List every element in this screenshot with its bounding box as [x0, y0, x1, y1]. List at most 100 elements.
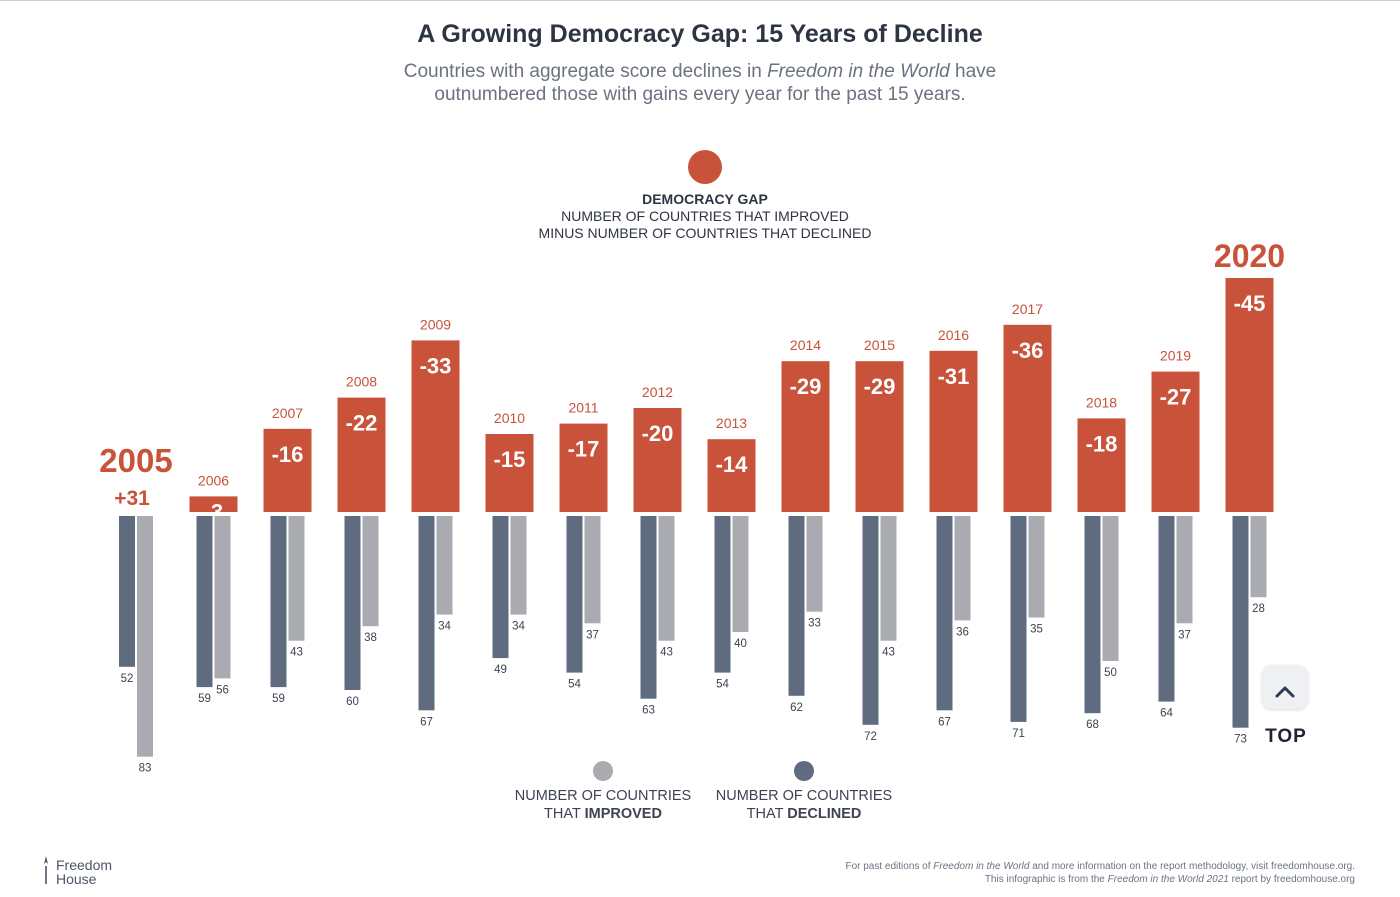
gap-bar	[929, 350, 978, 512]
footer-line-2: This infographic is from the Freedom in …	[655, 873, 1355, 886]
declined-value-label: 60	[346, 696, 359, 708]
legend-declined-line-2: THAT DECLINED	[694, 805, 914, 823]
footer-line-2-post: report by freedomhouse.org	[1228, 874, 1355, 885]
footer-line-1: For past editions of Freedom in the Worl…	[655, 860, 1355, 873]
gap-bar	[1225, 278, 1274, 512]
declined-bar	[566, 516, 583, 673]
improved-value-label: 37	[586, 629, 599, 641]
year-label: 2014	[790, 337, 821, 353]
gap-bar	[707, 439, 756, 512]
gap-value-label: -33	[420, 353, 452, 378]
gap-bar	[337, 397, 386, 512]
gap-bar	[485, 434, 534, 512]
footer-line-1-post: and more information on the report metho…	[1029, 861, 1355, 872]
improved-value-label: 37	[1178, 629, 1191, 641]
year-label: 2012	[642, 384, 673, 400]
declined-value-label: 64	[1160, 708, 1173, 720]
declined-bar	[270, 516, 287, 688]
gap-value-label: -14	[716, 452, 749, 477]
declined-bar	[640, 516, 657, 699]
subtitle-text-pre: Countries with aggregate score declines …	[403, 61, 768, 82]
improved-value-label: 43	[660, 647, 673, 659]
chart-subtitle: Countries with aggregate score declines …	[350, 60, 1050, 106]
legend-declined: NUMBER OF COUNTRIES THAT DECLINED	[694, 787, 914, 823]
improved-bar	[584, 516, 601, 624]
declined-bar	[119, 516, 135, 667]
improved-bar	[806, 516, 823, 612]
gap-value-label: -22	[346, 411, 378, 436]
declined-bar	[492, 516, 509, 659]
declined-legend-marker	[794, 761, 814, 781]
declined-bar	[936, 516, 953, 711]
year-label: 2009	[420, 316, 451, 332]
improved-bar	[362, 516, 379, 627]
footer-line-1-em: Freedom in the World	[933, 861, 1030, 872]
improved-value-label: 36	[956, 626, 969, 638]
gap-value-label: -29	[864, 374, 896, 399]
gap-bar	[1003, 324, 1052, 512]
gap-bar	[1077, 418, 1126, 512]
year-label: 2018	[1086, 394, 1117, 410]
gap-bar	[633, 408, 682, 512]
declined-bar	[1084, 516, 1101, 714]
year-label-highlight: 2020	[1214, 238, 1285, 274]
subtitle-emphasis: Freedom in the World	[767, 61, 950, 82]
improved-value-label: 34	[512, 621, 525, 633]
improved-bar	[658, 516, 675, 641]
improved-value-label: 38	[364, 632, 377, 644]
year-label: 2007	[272, 405, 303, 421]
declined-bar	[1158, 516, 1175, 702]
declined-value-label: 67	[938, 716, 951, 728]
subtitle-text-post: have	[949, 61, 997, 82]
improved-bar	[288, 516, 305, 641]
declined-bar	[1010, 516, 1027, 722]
improved-value-label: 83	[139, 763, 152, 775]
improved-bar	[954, 516, 971, 621]
year-label: 2006	[198, 472, 229, 488]
declined-bar	[1232, 516, 1249, 728]
legend-improved-bold: IMPROVED	[584, 806, 662, 822]
improved-value-label: 28	[1252, 603, 1265, 615]
logo-line-2: House	[56, 871, 97, 887]
year-label: 2013	[716, 415, 747, 431]
gap-value-label: -27	[1160, 385, 1192, 410]
legend-improved-pre: THAT	[544, 806, 585, 822]
improved-bar	[1028, 516, 1045, 618]
improved-value-label: 43	[290, 647, 303, 659]
footer-line-1-pre: For past editions of	[845, 861, 934, 872]
declined-bar	[196, 516, 213, 688]
declined-bar	[344, 516, 361, 690]
year-label: 2010	[494, 410, 525, 426]
declined-value-label: 63	[642, 705, 655, 717]
chevron-up-icon	[1275, 686, 1295, 698]
scroll-to-top-button[interactable]	[1262, 665, 1308, 709]
improved-bar	[436, 516, 453, 615]
declined-bar	[862, 516, 879, 725]
legend-improved-line-1: NUMBER OF COUNTRIES	[514, 788, 692, 804]
improved-value-label: 56	[216, 684, 229, 696]
gap-value-label: -31	[938, 364, 970, 389]
gap-bar	[263, 428, 312, 512]
declined-value-label: 59	[198, 693, 211, 705]
gap-bar	[781, 361, 830, 512]
improved-value-label: 40	[734, 638, 747, 650]
declined-bar	[788, 516, 805, 696]
gap-bar	[559, 423, 608, 512]
top-border	[0, 0, 1400, 1]
legend-declined-pre: THAT	[746, 806, 788, 822]
logo-line-1: Freedom	[56, 857, 113, 873]
gap-bar	[1151, 371, 1200, 512]
declined-value-label: 72	[864, 731, 877, 743]
top-label: TOP	[1265, 726, 1307, 747]
improved-bar	[1176, 516, 1193, 624]
year-label-highlight: 2005	[99, 442, 172, 479]
improved-legend-marker	[593, 761, 613, 781]
logo-wordmark: Freedom House	[56, 858, 146, 886]
declined-value-label: 54	[716, 679, 729, 691]
subtitle-line-1: Countries with aggregate score declines …	[350, 60, 1050, 83]
declined-value-label: 49	[494, 664, 507, 676]
gap-legend-line-1: NUMBER OF COUNTRIES THAT IMPROVED	[561, 208, 849, 224]
year-label: 2015	[864, 337, 895, 353]
gap-value-label: -20	[642, 421, 674, 446]
footer-line-2-pre: This infographic is from the	[984, 874, 1108, 885]
